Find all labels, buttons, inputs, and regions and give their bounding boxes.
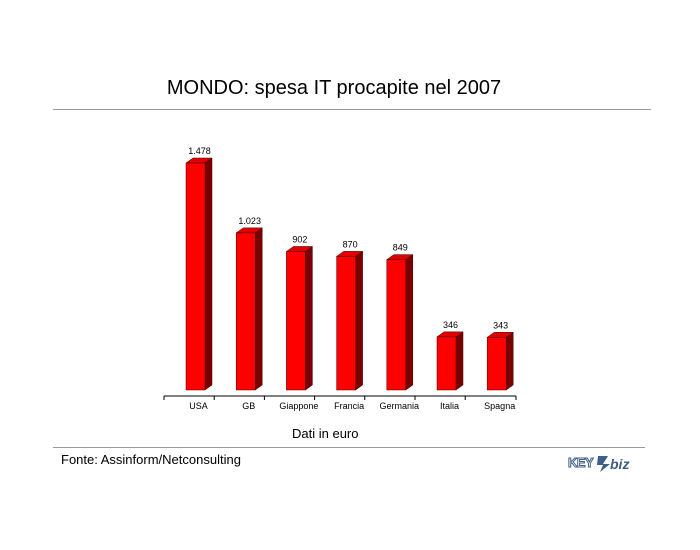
x-tick-label-3: Francia bbox=[334, 401, 364, 411]
x-tick-label-2: Giappone bbox=[279, 401, 318, 411]
svg-text:biz: biz bbox=[610, 456, 629, 472]
bar-1 bbox=[235, 232, 256, 391]
data-label-0: 1.478 bbox=[188, 146, 211, 156]
bottom-divider bbox=[53, 447, 645, 448]
x-tick-label-6: Spagna bbox=[484, 401, 515, 411]
bar-3 bbox=[336, 256, 356, 391]
x-tick-label-0: USA bbox=[189, 401, 208, 411]
bar-side-3 bbox=[355, 250, 363, 391]
chart-caption: Dati in euro bbox=[292, 426, 359, 441]
x-tick-label-5: Italia bbox=[440, 401, 459, 411]
data-label-4: 849 bbox=[393, 243, 408, 253]
data-label-1: 1.023 bbox=[238, 216, 261, 226]
x-tick-label-4: Germania bbox=[380, 401, 420, 411]
data-label-3: 870 bbox=[343, 239, 358, 249]
bar-side-1 bbox=[254, 227, 263, 391]
bar-side-5 bbox=[455, 331, 464, 391]
data-label-2: 902 bbox=[292, 234, 307, 244]
chart-title: MONDO: spesa IT procapite nel 2007 bbox=[166, 77, 502, 99]
bar-side-4 bbox=[405, 254, 414, 391]
key4biz-logo: KEY biz bbox=[568, 455, 629, 472]
source-note: Fonte: Assinform/Netconsulting bbox=[61, 452, 241, 467]
bar-side-0 bbox=[204, 157, 213, 391]
bar-6 bbox=[486, 337, 507, 391]
data-label-6: 343 bbox=[493, 320, 508, 330]
bar-2 bbox=[286, 251, 306, 391]
bar-5 bbox=[436, 336, 457, 391]
bar-0 bbox=[185, 162, 206, 391]
bar-side-2 bbox=[305, 245, 313, 391]
bar-side-6 bbox=[505, 331, 514, 391]
svg-text:KEY: KEY bbox=[568, 455, 594, 470]
x-tick-label-1: GB bbox=[242, 401, 255, 411]
data-label-5: 346 bbox=[443, 320, 458, 330]
bar-4 bbox=[386, 259, 407, 391]
top-divider bbox=[53, 109, 651, 110]
